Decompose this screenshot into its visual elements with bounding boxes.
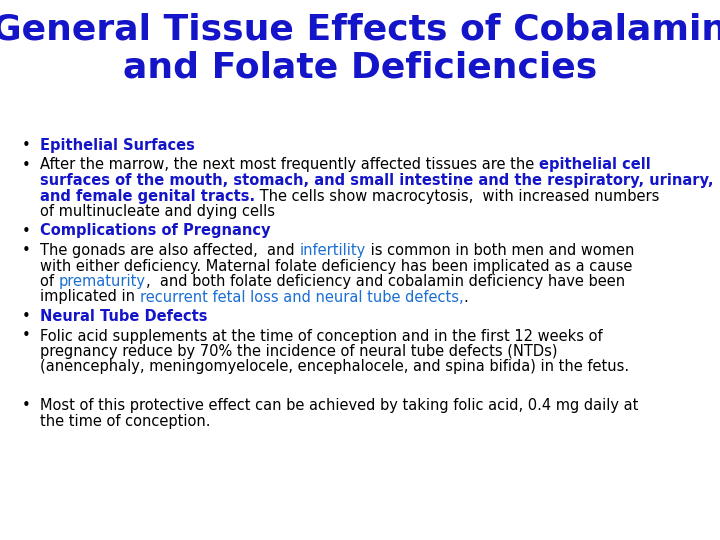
Text: and Folate Deficiencies: and Folate Deficiencies bbox=[123, 50, 597, 84]
Text: the time of conception.: the time of conception. bbox=[40, 414, 210, 429]
Text: Folic acid supplements at the time of conception and in the first 12 weeks of: Folic acid supplements at the time of co… bbox=[40, 328, 603, 343]
Text: •: • bbox=[22, 138, 31, 153]
Text: is common in both men and women: is common in both men and women bbox=[366, 243, 634, 258]
Text: .: . bbox=[463, 289, 468, 305]
Text: prematurity: prematurity bbox=[58, 274, 145, 289]
Text: Epithelial Surfaces: Epithelial Surfaces bbox=[40, 138, 195, 153]
Text: The gonads are also affected,  and: The gonads are also affected, and bbox=[40, 243, 300, 258]
Text: •: • bbox=[22, 309, 31, 324]
Text: infertility: infertility bbox=[300, 243, 366, 258]
Text: and female genital tracts.: and female genital tracts. bbox=[40, 188, 255, 204]
Text: with either deficiency. Maternal folate deficiency has been implicated as a caus: with either deficiency. Maternal folate … bbox=[40, 259, 632, 273]
Text: •: • bbox=[22, 328, 31, 343]
Text: After the marrow, the next most frequently affected tissues are the: After the marrow, the next most frequent… bbox=[40, 158, 539, 172]
Text: Most of this protective effect can be achieved by taking folic acid, 0.4 mg dail: Most of this protective effect can be ac… bbox=[40, 399, 639, 413]
Text: surfaces of the mouth, stomach, and small intestine and the respiratory, urinary: surfaces of the mouth, stomach, and smal… bbox=[40, 173, 714, 188]
Text: (anencephaly, meningomyelocele, encephalocele, and spina bifida) in the fetus.: (anencephaly, meningomyelocele, encephal… bbox=[40, 360, 629, 375]
Text: •: • bbox=[22, 224, 31, 239]
Text: •: • bbox=[22, 243, 31, 258]
Text: The cells show macrocytosis,  with increased numbers: The cells show macrocytosis, with increa… bbox=[255, 188, 660, 204]
Text: implicated in: implicated in bbox=[40, 289, 140, 305]
Text: recurrent fetal loss and neural tube defects,: recurrent fetal loss and neural tube def… bbox=[140, 289, 463, 305]
Text: •: • bbox=[22, 399, 31, 413]
Text: •: • bbox=[22, 158, 31, 172]
Text: ,  and both folate deficiency and cobalamin deficiency have been: , and both folate deficiency and cobalam… bbox=[145, 274, 625, 289]
Text: pregnancy reduce by 70% the incidence of neural tube defects (NTDs): pregnancy reduce by 70% the incidence of… bbox=[40, 344, 557, 359]
Text: of multinucleate and dying cells: of multinucleate and dying cells bbox=[40, 204, 275, 219]
Text: Complications of Pregnancy: Complications of Pregnancy bbox=[40, 224, 271, 239]
Text: Neural Tube Defects: Neural Tube Defects bbox=[40, 309, 207, 324]
Text: General Tissue Effects of Cobalamin: General Tissue Effects of Cobalamin bbox=[0, 12, 720, 46]
Text: epithelial cell: epithelial cell bbox=[539, 158, 651, 172]
Text: of: of bbox=[40, 274, 58, 289]
